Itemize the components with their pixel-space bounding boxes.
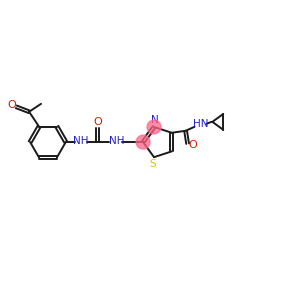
Text: O: O <box>188 140 197 150</box>
Text: S: S <box>150 159 156 169</box>
Text: O: O <box>7 100 16 110</box>
Text: N: N <box>151 115 159 125</box>
Text: O: O <box>93 117 102 127</box>
Text: NH: NH <box>109 136 124 146</box>
Text: NH: NH <box>73 136 88 146</box>
Circle shape <box>136 135 150 149</box>
Text: HN: HN <box>193 119 208 129</box>
Circle shape <box>147 120 161 134</box>
